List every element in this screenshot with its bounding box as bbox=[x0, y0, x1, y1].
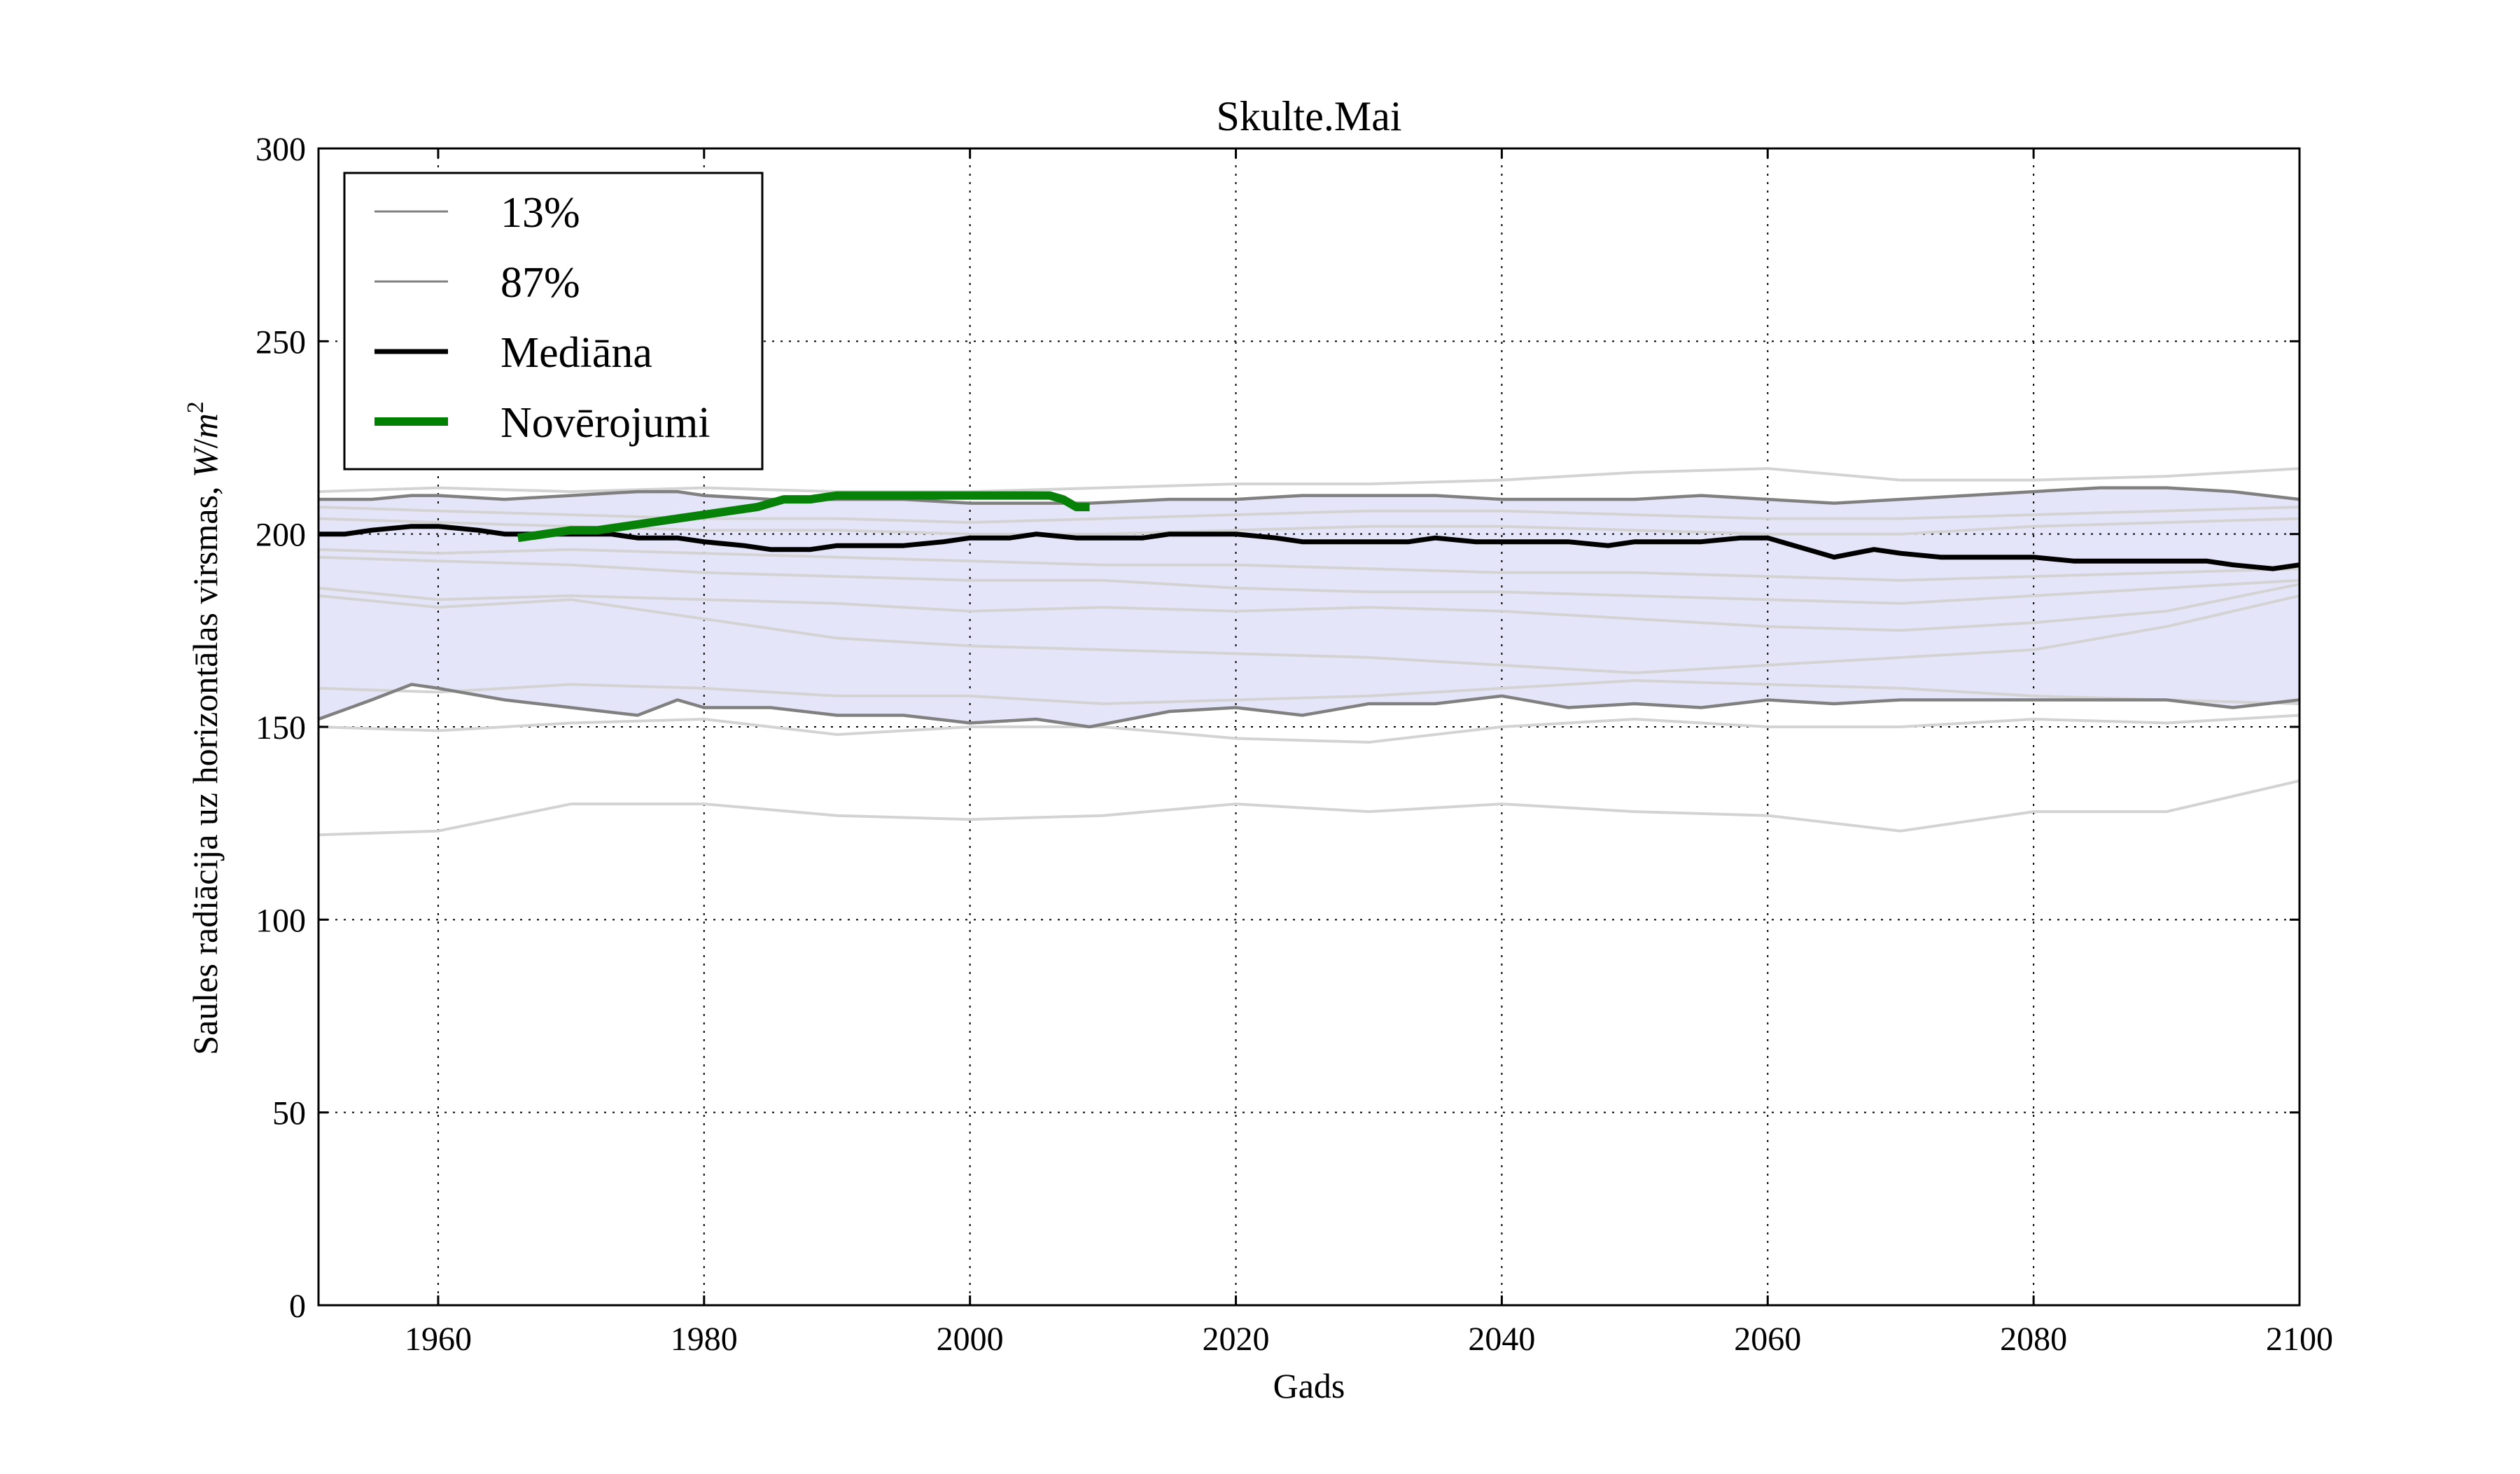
y-tick-label: 200 bbox=[255, 517, 306, 554]
y-axis-unit-exp: 2 bbox=[183, 401, 209, 413]
legend-label: Novērojumi bbox=[500, 399, 710, 447]
y-tick-label: 100 bbox=[255, 902, 306, 939]
x-tick-label: 2020 bbox=[1203, 1321, 1270, 1358]
x-tick-label: 2100 bbox=[2266, 1321, 2333, 1358]
x-axis-title: Gads bbox=[1273, 1366, 1345, 1405]
x-tick-label: 1960 bbox=[405, 1321, 472, 1358]
ensemble-member-line bbox=[318, 779, 2300, 837]
y-axis-title: Saules radiācija uz horizontālas virsmas… bbox=[183, 401, 225, 1055]
y-tick-label: 250 bbox=[255, 324, 306, 361]
legend: 13% 87% Mediāna Novērojumi bbox=[343, 172, 764, 471]
y-axis-unit-sep: / bbox=[186, 438, 225, 448]
chart-title: Skulte.Mai bbox=[1217, 93, 1402, 139]
x-tick-label: 2080 bbox=[2000, 1321, 2067, 1358]
ensemble-member-line bbox=[318, 467, 2300, 494]
ensemble-member-line bbox=[318, 506, 2300, 524]
ensemble-member-line bbox=[318, 583, 2300, 632]
ensemble-member-line bbox=[318, 679, 2300, 706]
legend-items: 13% 87% Mediāna Novērojumi bbox=[374, 189, 710, 447]
percentile-lines-layer bbox=[318, 486, 2300, 729]
ensemble-member-line bbox=[318, 555, 2300, 605]
legend-label: 13% bbox=[500, 189, 580, 237]
ensemble-member-line bbox=[318, 594, 2300, 674]
x-tick-label: 2060 bbox=[1734, 1321, 1801, 1358]
series-line-novērojumi bbox=[517, 491, 1090, 543]
y-tick-label: 150 bbox=[255, 709, 306, 746]
series-layer bbox=[318, 491, 2300, 571]
y-axis-unit-base: m bbox=[186, 413, 225, 438]
series-line-13-percent bbox=[318, 683, 2300, 729]
y-tick-label: 50 bbox=[272, 1095, 306, 1132]
y-axis-unit-main: W bbox=[186, 445, 225, 478]
ensemble-member-line bbox=[318, 714, 2300, 744]
series-line-87-percent bbox=[318, 486, 2300, 505]
y-axis-title-text: Saules radiācija uz horizontālas virsmas… bbox=[186, 478, 225, 1055]
y-tick-label: 0 bbox=[289, 1288, 306, 1325]
ticks-layer: 1960 1980 2000 2020 2040 2060 2080 2100 0 50 100 15… bbox=[255, 131, 2333, 1358]
y-tick-label: 300 bbox=[255, 131, 306, 168]
series-line-mediana bbox=[318, 524, 2300, 571]
x-tick-label: 1980 bbox=[671, 1321, 738, 1358]
legend-label: Mediāna bbox=[500, 329, 652, 377]
x-tick-label: 2000 bbox=[937, 1321, 1004, 1358]
ensemble-member-line bbox=[318, 548, 2300, 582]
x-tick-label: 2040 bbox=[1468, 1321, 1535, 1358]
legend-label: 87% bbox=[500, 259, 580, 307]
